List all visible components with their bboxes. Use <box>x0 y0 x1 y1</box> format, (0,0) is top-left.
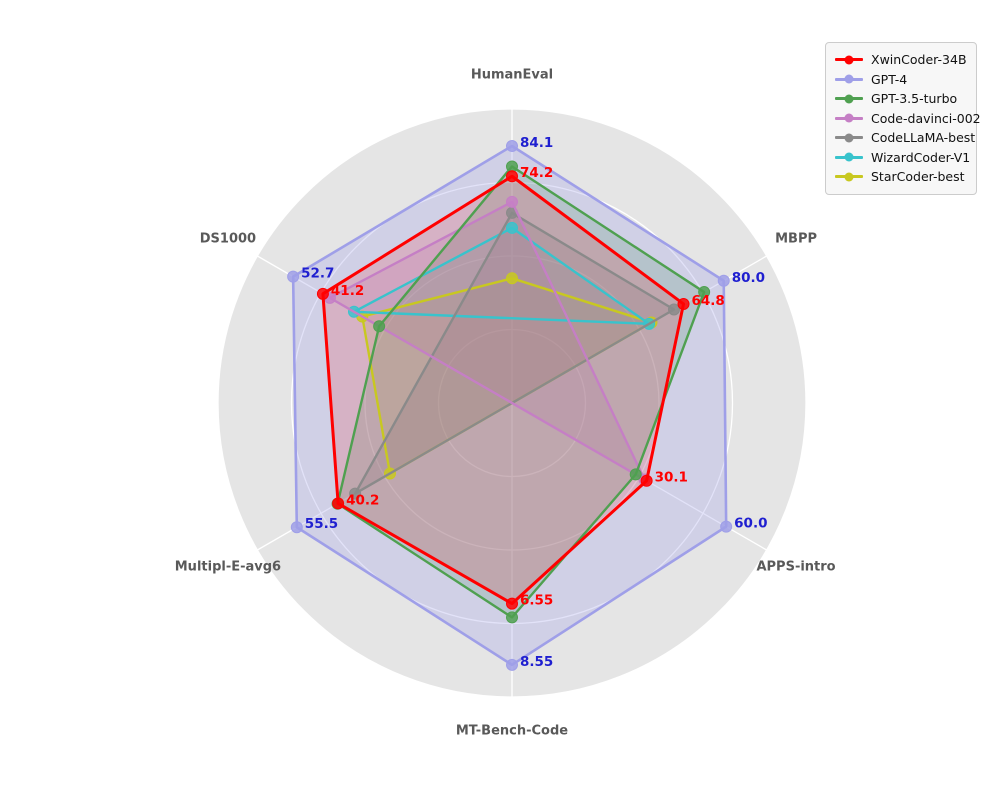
series-fill-CodeLLaMA-best <box>355 212 674 494</box>
axis-title-HumanEval: HumanEval <box>471 68 553 83</box>
legend-swatch-icon <box>835 113 863 123</box>
legend-swatch-icon <box>835 94 863 104</box>
axis-title-Multipl-E-avg6: Multipl-E-avg6 <box>175 560 281 575</box>
data-point-CodeLLaMA-best <box>349 487 362 500</box>
data-point-GPT-4 <box>506 658 518 671</box>
legend-label: CodeLLaMA-best <box>871 130 976 146</box>
series-line-CodeLLaMA-best <box>353 211 676 495</box>
data-point-GPT-4 <box>287 270 300 283</box>
data-point-Code-davinci-002 <box>506 195 518 208</box>
series-line-WizardCoder-V1 <box>352 226 651 326</box>
axis-title-APPS-intro: APPS-intro <box>756 560 835 575</box>
legend-item-GPT-4: GPT-4 <box>835 70 966 90</box>
data-point-CodeLLaMA-best <box>667 303 680 316</box>
data-point-StarCoder-best <box>506 272 518 285</box>
legend-swatch-icon <box>835 152 863 162</box>
series-fill-GPT-3.5-turbo <box>337 166 705 618</box>
data-point-XwinCoder-34B <box>316 287 329 300</box>
data-point-XwinCoder-34B <box>640 474 653 487</box>
legend-label: GPT-4 <box>871 71 908 87</box>
data-point-GPT-4 <box>720 520 733 533</box>
legend-swatch-icon <box>835 133 863 143</box>
data-point-GPT-3.5-turbo <box>698 286 711 299</box>
axis-title-DS1000: DS1000 <box>200 232 256 247</box>
value-label-XwinCoder-34B: 64.8 <box>692 293 725 309</box>
data-point-XwinCoder-34B <box>506 170 518 183</box>
value-label-XwinCoder-34B: 6.55 <box>520 593 553 609</box>
data-point-GPT-3.5-turbo <box>629 468 642 481</box>
legend-swatch-icon <box>835 55 863 65</box>
legend-label: StarCoder-best <box>871 169 965 185</box>
legend-item-GPT-3.5-turbo: GPT-3.5-turbo <box>835 89 966 109</box>
legend-swatch-icon <box>835 172 863 182</box>
value-label-GPT-4: 8.55 <box>520 654 553 670</box>
data-point-GPT-3.5-turbo <box>373 320 386 333</box>
value-label-XwinCoder-34B: 30.1 <box>655 470 688 486</box>
data-point-GPT-4 <box>506 139 518 152</box>
data-point-GPT-4 <box>290 521 303 534</box>
legend-item-WizardCoder-V1: WizardCoder-V1 <box>835 148 970 168</box>
legend-label: Code-davinci-002 <box>871 110 981 126</box>
axis-title-MT-Bench-Code: MT-Bench-Code <box>456 724 568 739</box>
value-label-GPT-4: 52.7 <box>301 266 334 282</box>
value-label-GPT-4: 55.5 <box>305 516 338 532</box>
series-fill-XwinCoder-34B <box>322 176 684 604</box>
data-point-XwinCoder-34B <box>506 597 518 610</box>
data-point-XwinCoder-34B <box>677 297 690 310</box>
axis-title-MBPP: MBPP <box>775 232 817 247</box>
series-fill-Code-davinci-002 <box>329 201 645 480</box>
value-label-GPT-4: 80.0 <box>732 270 765 286</box>
legend-label: WizardCoder-V1 <box>871 149 971 165</box>
data-point-GPT-3.5-turbo <box>506 611 518 624</box>
value-label-XwinCoder-34B: 41.2 <box>331 283 364 299</box>
legend-swatch-icon <box>835 74 863 84</box>
legend-item-XwinCoder-34B: XwinCoder-34B <box>835 50 967 70</box>
legend: XwinCoder-34B GPT-4 GPT-3.5-turbo Code-davi… <box>825 42 981 195</box>
value-label-GPT-4: 84.1 <box>520 135 553 151</box>
legend-item-CodeLLaMA-best: CodeLLaMA-best <box>835 128 975 148</box>
legend-item-Code-davinci-002: Code-davinci-002 <box>835 109 981 129</box>
value-label-XwinCoder-34B: 40.2 <box>346 492 379 508</box>
data-point-XwinCoder-34B <box>332 497 345 510</box>
legend-label: XwinCoder-34B <box>871 52 967 68</box>
series-fill-StarCoder-best <box>362 278 652 474</box>
legend-label: GPT-3.5-turbo <box>871 91 958 107</box>
data-point-WizardCoder-V1 <box>506 221 518 234</box>
series-line-Code-davinci-002 <box>328 200 646 481</box>
legend-item-StarCoder-best: StarCoder-best <box>835 167 966 187</box>
value-label-GPT-4: 60.0 <box>734 516 767 532</box>
value-label-XwinCoder-34B: 74.2 <box>520 165 553 181</box>
data-point-GPT-4 <box>717 274 730 287</box>
